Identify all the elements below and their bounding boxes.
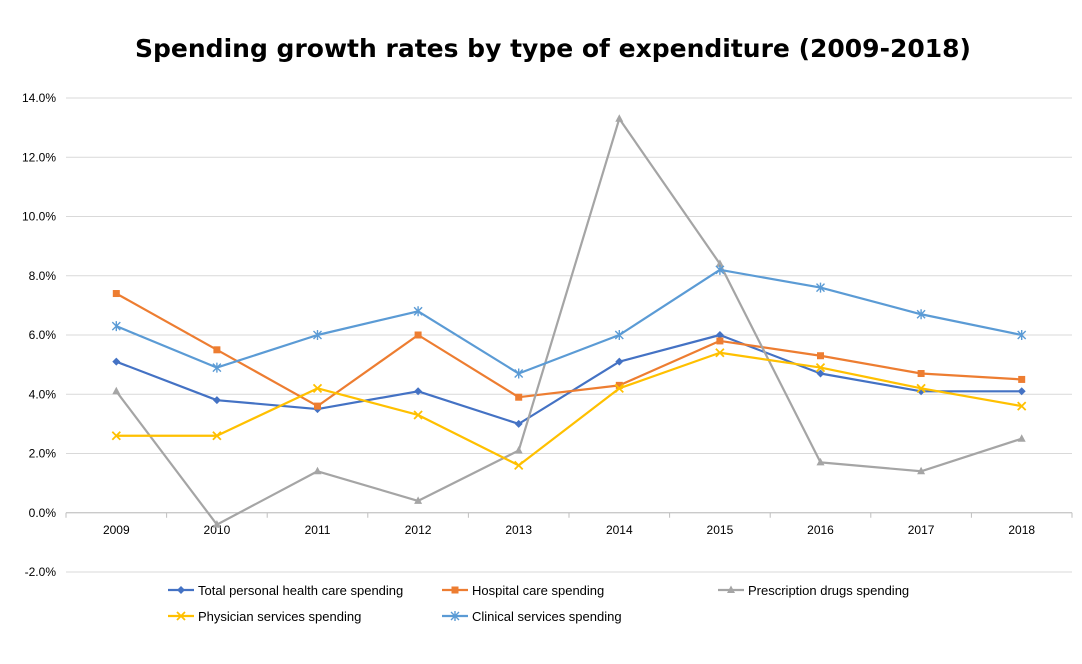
data-point [212, 396, 221, 405]
data-point [212, 520, 221, 528]
data-point [614, 330, 624, 340]
data-point [112, 386, 121, 395]
legend-label: Clinical services spending [472, 609, 622, 624]
legend-label: Hospital care spending [472, 583, 604, 598]
data-point [212, 431, 222, 441]
legend-marker [451, 586, 459, 594]
x-tick-label: 2018 [1008, 523, 1035, 537]
data-point [715, 264, 725, 275]
x-tick-label: 2017 [908, 523, 935, 537]
data-point [715, 348, 725, 358]
data-point [1017, 401, 1027, 411]
data-point [615, 357, 624, 366]
data-point [213, 346, 221, 354]
y-tick-label: 8.0% [29, 269, 57, 283]
series-line-2 [115, 117, 1023, 526]
data-point [816, 457, 825, 466]
y-tick-label: 12.0% [22, 150, 56, 164]
data-point [816, 369, 825, 378]
data-point [917, 466, 926, 475]
data-point [413, 306, 423, 317]
series-line-4 [115, 268, 1022, 375]
legend-marker [176, 611, 186, 621]
y-tick-label: 10.0% [22, 210, 56, 224]
x-tick-label: 2015 [707, 523, 734, 537]
data-point [716, 337, 724, 345]
x-tick-label: 2014 [606, 523, 633, 537]
x-tick-label: 2010 [204, 523, 231, 537]
series-line-3 [116, 351, 1022, 467]
data-point [1017, 434, 1026, 442]
data-point [413, 410, 423, 420]
data-point [212, 362, 222, 373]
data-point [314, 402, 321, 410]
x-tick-label: 2011 [305, 523, 331, 537]
data-point [615, 381, 623, 389]
data-point [816, 282, 825, 293]
data-point [414, 387, 423, 396]
data-point [916, 383, 926, 393]
data-point [514, 446, 523, 454]
legend-marker [727, 585, 735, 593]
data-point [313, 330, 322, 340]
data-point [414, 496, 423, 504]
legend-label: Total personal health care spending [198, 583, 403, 598]
data-point [1018, 375, 1026, 383]
data-point [615, 114, 624, 122]
series-line-1 [115, 292, 1022, 408]
y-tick-label: -2.0% [25, 565, 57, 579]
data-point [817, 352, 824, 360]
x-tick-label: 2009 [103, 523, 130, 537]
series-line-0 [115, 333, 1022, 425]
data-point [313, 466, 322, 475]
data-point [715, 331, 724, 339]
x-tick-label: 2013 [505, 523, 532, 537]
data-point [111, 431, 121, 441]
legend-label: Prescription drugs spending [748, 583, 909, 598]
data-point [515, 393, 523, 401]
data-point [514, 368, 524, 379]
data-point [815, 362, 826, 373]
y-tick-label: 0.0% [29, 506, 57, 520]
y-tick-label: 4.0% [29, 387, 57, 401]
data-point [917, 370, 925, 378]
data-point [1017, 330, 1027, 340]
chart-title: Spending growth rates by type of expendi… [135, 34, 971, 63]
data-point [514, 419, 523, 428]
data-point [112, 290, 120, 298]
legend-label: Physician services spending [198, 609, 361, 624]
data-point [514, 460, 524, 470]
x-tick-label: 2016 [807, 523, 834, 537]
data-point [414, 331, 422, 339]
data-point [916, 309, 926, 320]
data-point [715, 259, 724, 267]
data-point [1017, 387, 1026, 396]
data-point [614, 383, 624, 393]
x-tick-label: 2012 [405, 523, 432, 537]
legend-marker [450, 611, 460, 621]
data-point [111, 321, 121, 332]
y-tick-label: 2.0% [29, 447, 57, 461]
legend-marker [177, 586, 185, 594]
data-point [112, 357, 121, 366]
y-tick-label: 14.0% [22, 91, 56, 105]
y-tick-label: 6.0% [29, 328, 57, 342]
data-point [312, 383, 323, 393]
